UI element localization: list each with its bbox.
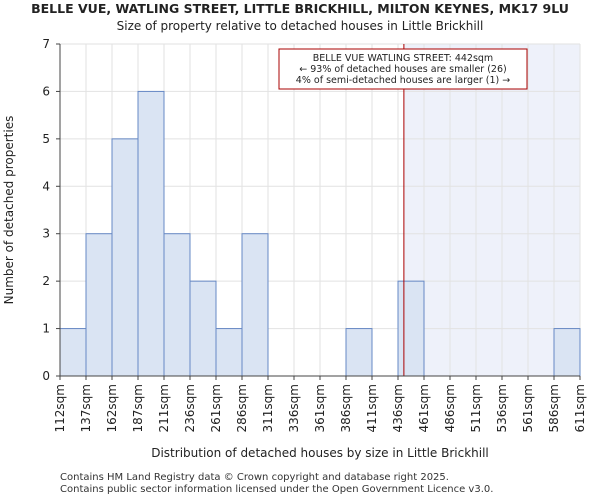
marker-annotation: BELLE VUE WATLING STREET: 442sqm ← 93% o… — [278, 48, 528, 90]
x-tick-label: 211sqm — [157, 384, 171, 432]
bar-162sqm — [111, 138, 139, 377]
x-tick-label: 336sqm — [287, 384, 301, 432]
x-tick-label: 286sqm — [235, 384, 249, 432]
annotation-line-1: BELLE VUE WATLING STREET: 442sqm — [313, 53, 493, 64]
annotation-line-3: 4% of semi-detached houses are larger (1… — [296, 75, 510, 86]
y-tick-label: 6 — [42, 84, 50, 98]
x-tick-label: 461sqm — [417, 384, 431, 432]
bar-211sqm — [163, 233, 191, 377]
x-tick-label: 386sqm — [339, 384, 353, 432]
bar-386sqm — [345, 328, 373, 377]
x-tick-label: 561sqm — [521, 384, 535, 432]
annotation-line-2: ← 93% of detached houses are smaller (26… — [299, 64, 506, 75]
y-tick-label: 4 — [42, 179, 50, 193]
y-tick-label: 0 — [42, 369, 50, 383]
x-tick-label: 236sqm — [183, 384, 197, 432]
bar-112sqm — [59, 328, 87, 377]
y-tick-label: 5 — [42, 132, 50, 146]
annotation-box — [278, 48, 528, 90]
bar-137sqm — [85, 233, 113, 377]
bar-187sqm — [137, 90, 165, 377]
y-tick-label: 7 — [42, 37, 50, 51]
bar-236sqm — [189, 280, 217, 377]
x-tick-label: 361sqm — [313, 384, 327, 432]
y-tick-label: 2 — [42, 274, 50, 288]
highlight-region — [403, 44, 580, 376]
x-tick-label: 162sqm — [105, 384, 119, 432]
x-axis-label: Distribution of detached houses by size … — [151, 446, 489, 460]
x-tick-label: 261sqm — [209, 384, 223, 432]
x-tick-label: 511sqm — [469, 384, 483, 432]
y-tick-label: 1 — [42, 322, 50, 336]
bar-261sqm — [215, 328, 243, 377]
x-tick-label: 411sqm — [365, 384, 379, 432]
x-tick-label: 311sqm — [261, 384, 275, 432]
x-tick-label: 586sqm — [547, 384, 561, 432]
bar-286sqm — [241, 233, 269, 377]
bar-586sqm — [553, 328, 581, 377]
chart-title: BELLE VUE, WATLING STREET, LITTLE BRICKH… — [31, 1, 569, 16]
y-axis-label: Number of detached properties — [2, 116, 16, 305]
chart-subtitle: Size of property relative to detached ho… — [116, 19, 484, 33]
bar-436sqm — [397, 280, 425, 377]
x-tick-label: 611sqm — [573, 384, 587, 432]
x-tick-label: 486sqm — [443, 384, 457, 432]
x-tick-label: 536sqm — [495, 384, 509, 432]
footer-line-2: Contains public sector information licen… — [60, 484, 494, 495]
x-tick-label: 112sqm — [53, 384, 67, 432]
x-tick-label: 187sqm — [131, 384, 145, 432]
y-tick-label: 3 — [42, 227, 50, 241]
x-tick-label: 137sqm — [79, 384, 93, 432]
x-tick-label: 436sqm — [391, 384, 405, 432]
footer-line-1: Contains HM Land Registry data © Crown c… — [60, 472, 449, 483]
